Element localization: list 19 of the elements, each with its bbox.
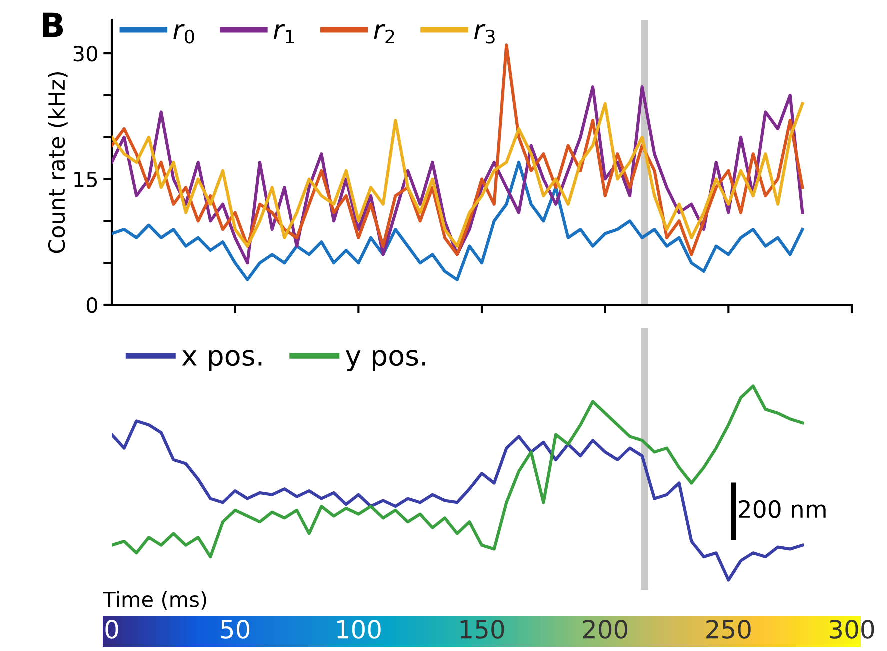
y-axis-title: Count rate (kHz) <box>48 72 68 254</box>
legend-label: r$_{3}$ <box>474 24 495 44</box>
x-axis-title: Time (ms) <box>103 591 206 610</box>
x-tick-label: 50 <box>221 620 250 639</box>
legend-label: r$_{2}$ <box>374 24 394 44</box>
legend-label: r$_{1}$ <box>274 24 294 44</box>
x-tick-label: 250 <box>706 620 751 639</box>
x-tick-label: 0 <box>106 620 118 639</box>
y-tick-label: 0 <box>86 297 98 314</box>
y-tick-label: 30 <box>74 46 98 62</box>
legend-label: y pos. <box>346 350 426 372</box>
legend-label: r$_{0}$ <box>174 24 194 44</box>
x-tick-label: 100 <box>338 620 381 639</box>
y-tick-label: 15 <box>74 172 97 188</box>
x-tick-label: 200 <box>583 620 628 639</box>
legend-label: x pos. <box>182 350 262 372</box>
text: B <box>43 12 64 38</box>
annotation: 200 nm <box>739 500 826 518</box>
x-tick-label: 150 <box>460 620 504 639</box>
